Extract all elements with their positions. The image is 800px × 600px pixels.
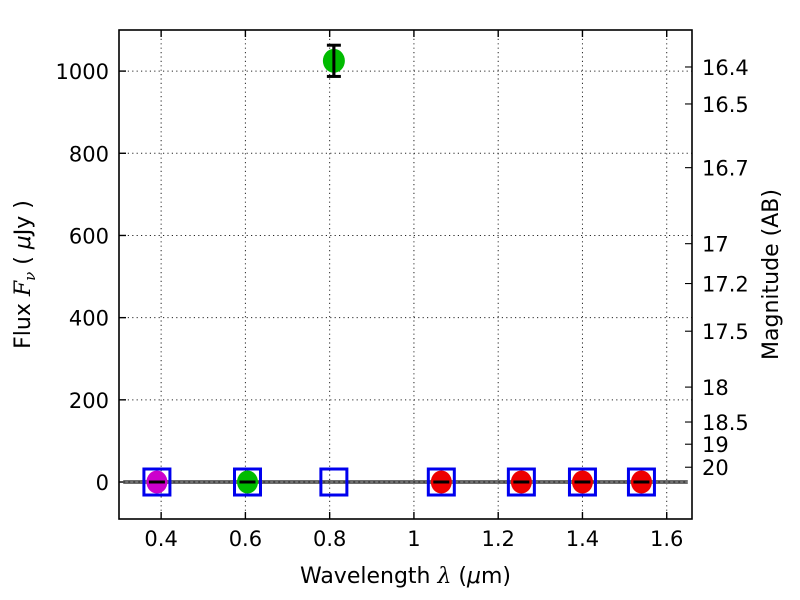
x-axis-title: Wavelength λ (μm) — [300, 564, 511, 589]
y2-tick-label: 16.5 — [702, 93, 749, 117]
y2-tick-label: 16.4 — [702, 56, 749, 80]
y2-tick-label: 17.2 — [702, 273, 749, 297]
y-axis-title: Flux Fν ( μJy ) — [11, 200, 39, 349]
y2-tick-label: 20 — [702, 456, 729, 480]
marker-open-square — [426, 467, 456, 497]
y-tick-label: 800 — [69, 142, 109, 166]
marker-open-square — [142, 467, 172, 497]
y-tick-label: 600 — [69, 224, 109, 248]
marker-open-square — [567, 467, 597, 497]
marker-open-square — [626, 467, 656, 497]
x-tick-label: 0.8 — [313, 527, 346, 551]
y2-tick-label: 18 — [702, 376, 729, 400]
y2-tick-label: 19 — [702, 433, 729, 457]
y-tick-label: 0 — [96, 471, 109, 495]
marker-open-square — [319, 467, 349, 497]
y2-tick-label: 18.5 — [702, 411, 749, 435]
y2-tick-label: 17.5 — [702, 320, 749, 344]
x-tick-label: 1.6 — [650, 527, 683, 551]
x-tick-label: 0.4 — [144, 527, 177, 551]
y2-tick-label: 16.7 — [702, 157, 749, 181]
x-tick-label: 0.6 — [229, 527, 262, 551]
y-tick-label: 400 — [69, 307, 109, 331]
x-tick-label: 1.4 — [566, 527, 599, 551]
y2-axis-title: Magnitude (AB) — [759, 189, 784, 360]
marker-open-square — [233, 467, 263, 497]
x-tick-label: 1.2 — [481, 527, 514, 551]
marker-open-square — [506, 467, 536, 497]
y-tick-label: 1000 — [56, 60, 109, 84]
y2-tick-label: 17 — [702, 233, 729, 257]
plot-frame — [118, 29, 693, 520]
y-tick-label: 200 — [69, 389, 109, 413]
x-tick-label: 1 — [407, 527, 420, 551]
